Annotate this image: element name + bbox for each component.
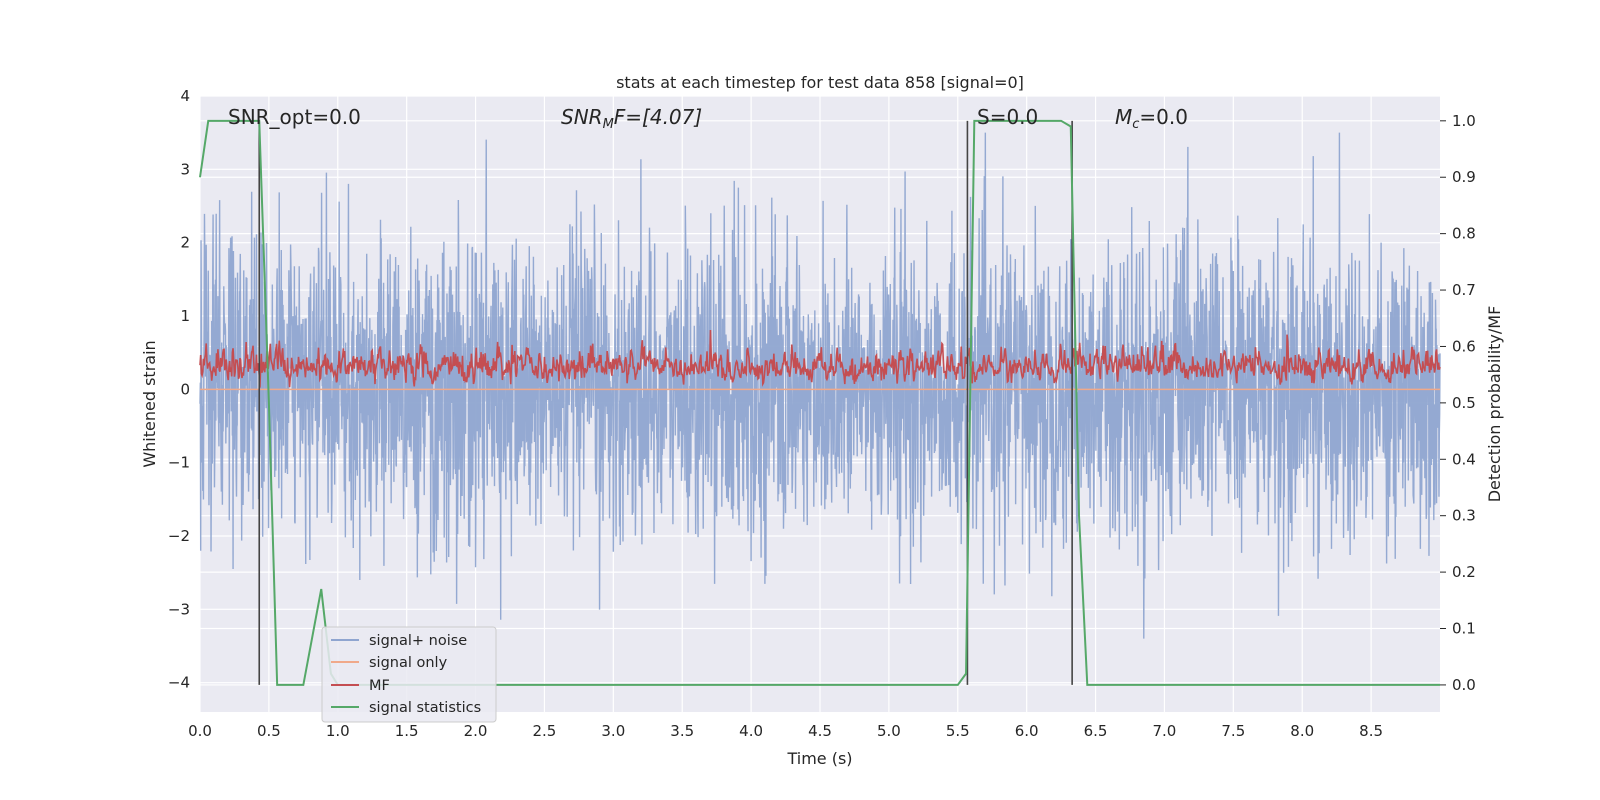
annotation-snr-mf: SNRMF=[4.07]	[561, 105, 702, 132]
x-tick-label: 4.5	[808, 722, 832, 740]
y-tick-label: −4	[168, 674, 190, 692]
mf-line	[199, 329, 1441, 388]
x-tick-label: 8.5	[1359, 722, 1383, 740]
y-axis-label: Whitened strain	[140, 340, 159, 467]
annotation-snr-mf-base: SNR	[561, 105, 603, 129]
y-tick-label: −3	[168, 600, 190, 618]
annotation-snr-mf-sub: M	[603, 117, 614, 132]
x-tick-label: 5.5	[946, 722, 970, 740]
x-tick-label: 7.5	[1221, 722, 1245, 740]
y2-tick-label: 0.5	[1452, 394, 1476, 412]
x-tick-label: 6.5	[1084, 722, 1108, 740]
x-tick-label: 6.0	[1015, 722, 1039, 740]
y-tick-label: −2	[168, 527, 190, 545]
y2-tick-labels: 1.0 0.9 0.8 0.7 0.6 0.5 0.4 0.3 0.2 0.1 0.0	[1440, 112, 1476, 694]
annotation-mc-rest: =0.0	[1139, 105, 1188, 129]
x-tick-label: 2.5	[533, 722, 557, 740]
y-tick-labels: 4 3 2 1 0 −1 −2 −3 −4	[168, 87, 190, 692]
x-tick-label: 2.0	[464, 722, 488, 740]
legend-label-signal-noise: signal+ noise	[369, 633, 467, 649]
x-tick-label: 0.5	[257, 722, 281, 740]
signal-noise-line	[199, 132, 1441, 639]
x-tick-label: 5.0	[877, 722, 901, 740]
x-tick-label: 3.0	[601, 722, 625, 740]
x-tick-label: 7.0	[1153, 722, 1177, 740]
legend-label-mf: MF	[369, 678, 390, 694]
annotation-mc-base: M	[1115, 105, 1132, 129]
y-tick-label: 2	[180, 234, 190, 252]
annotation-snr-mf-rest: F=[4.07]	[614, 105, 702, 129]
x-tick-labels: 0.0 0.5 1.0 1.5 2.0 2.5 3.0 3.5 4.0 4.5 5.0 5.5 6.0 6…	[188, 722, 1383, 740]
y-tick-label: 0	[180, 380, 190, 398]
annotation-mc: Mc=0.0	[1115, 105, 1188, 132]
x-tick-label: 1.5	[395, 722, 419, 740]
x-tick-label: 3.5	[670, 722, 694, 740]
legend: signal+ noise signal only MF signal stat…	[321, 626, 497, 723]
y-tick-label: 3	[180, 160, 190, 178]
x-axis-label: Time (s)	[786, 749, 852, 768]
y2-tick-label: 0.0	[1452, 676, 1476, 694]
y2-tick-label: 0.4	[1452, 450, 1476, 468]
annotation-snr-opt: SNR_opt=0.0	[228, 105, 361, 129]
y-tick-label: 4	[180, 87, 190, 105]
y2-tick-label: 0.6	[1452, 337, 1476, 355]
x-tick-label: 1.0	[326, 722, 350, 740]
y2-tick-label: 0.3	[1452, 507, 1476, 525]
y2-tick-label: 0.1	[1452, 620, 1476, 638]
y2-tick-label: 0.2	[1452, 563, 1476, 581]
y2-tick-label: 0.8	[1452, 225, 1476, 243]
y2-axis-label: Detection probability/MF	[1485, 306, 1504, 503]
chart-title: stats at each timestep for test data 858…	[616, 73, 1024, 92]
y-tick-label: −1	[168, 454, 190, 472]
x-tick-label: 4.0	[739, 722, 763, 740]
legend-label-signal-statistics: signal statistics	[369, 700, 481, 716]
annotation-s: S=0.0	[977, 105, 1038, 129]
annotation-mc-sub: c	[1132, 117, 1139, 132]
y2-tick-label: 0.7	[1452, 281, 1476, 299]
series-mf	[199, 329, 1441, 388]
x-tick-label: 0.0	[188, 722, 212, 740]
y2-tick-label: 0.9	[1452, 168, 1476, 186]
x-tick-label: 8.0	[1290, 722, 1314, 740]
legend-label-signal-only: signal only	[369, 655, 448, 671]
y-tick-label: 1	[180, 307, 190, 325]
legend-box	[321, 626, 497, 723]
series-signal-noise	[199, 132, 1441, 639]
y2-tick-label: 1.0	[1452, 112, 1476, 130]
